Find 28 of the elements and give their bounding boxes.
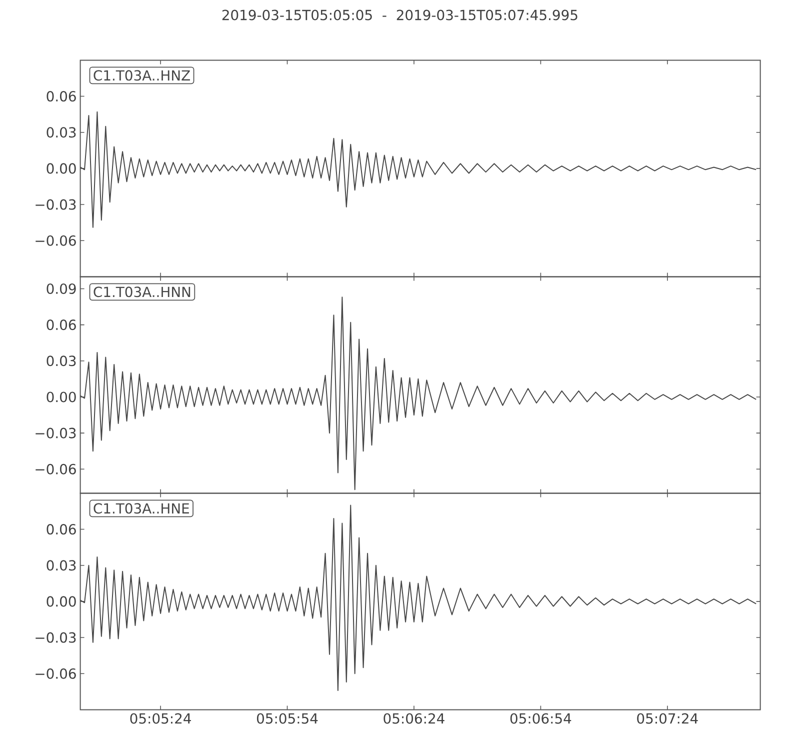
y-tick-label: 0.00 xyxy=(46,596,76,607)
line-series xyxy=(80,111,757,228)
y-tick-label: 0.03 xyxy=(46,560,76,571)
y-tick-label: −0.03 xyxy=(36,632,76,643)
y-tick-label: 0.06 xyxy=(46,524,76,535)
y-tick-label: 0.00 xyxy=(46,163,76,174)
y-tick-label: −0.06 xyxy=(36,464,76,474)
y-tick-label: 0.03 xyxy=(46,127,76,138)
y-tick-label: −0.06 xyxy=(36,235,76,246)
line-series xyxy=(80,504,757,691)
y-tick-label: 0.06 xyxy=(46,91,76,102)
legend-label: C1.T03A..HNN xyxy=(94,286,190,298)
y-tick-label: 0.03 xyxy=(46,356,76,366)
x-tick-label: 05:05:24 xyxy=(130,713,191,724)
y-tick-label: 0.09 xyxy=(46,283,76,294)
x-tick-label: 05:06:24 xyxy=(384,713,444,724)
y-tick-label: −0.06 xyxy=(36,668,76,679)
y-tick-label: 0.00 xyxy=(46,392,76,402)
line-series xyxy=(80,296,757,490)
legend-label: C1.T03A..HNE xyxy=(94,503,189,514)
y-tick-label: 0.06 xyxy=(46,320,76,330)
x-tick-label: 05:05:54 xyxy=(256,713,318,724)
x-tick-label: 05:06:54 xyxy=(510,713,572,724)
y-tick-label: −0.03 xyxy=(36,199,76,210)
y-tick-label: −0.03 xyxy=(36,428,76,438)
legend-label: C1.T03A..HNZ xyxy=(94,70,190,81)
x-tick-label: 05:07:24 xyxy=(637,713,698,724)
chart-title: 2019-03-15T05:05:05 - 2019-03-15T05:07:45.995 xyxy=(222,10,578,20)
